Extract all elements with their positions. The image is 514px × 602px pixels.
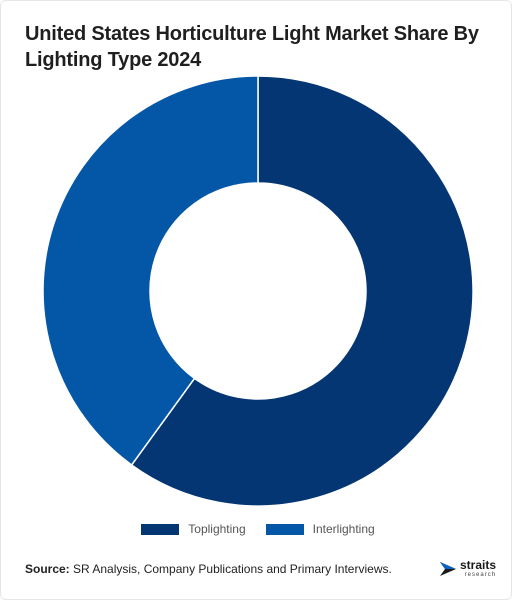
- source-label: Source:: [25, 562, 70, 576]
- legend-item-interlighting[interactable]: Interlighting: [265, 522, 375, 536]
- logo-name: straits: [460, 558, 497, 572]
- source-text: SR Analysis, Company Publications and Pr…: [69, 562, 392, 576]
- legend: Toplighting Interlighting: [1, 522, 514, 536]
- donut-slices: [42, 75, 474, 507]
- source-note: Source: SR Analysis, Company Publication…: [25, 562, 392, 576]
- legend-item-toplighting[interactable]: Toplighting: [141, 522, 246, 536]
- legend-label-interlighting: Interlighting: [312, 522, 375, 536]
- chart-title: United States Horticulture Light Market …: [25, 23, 479, 71]
- legend-label-toplighting: Toplighting: [188, 522, 246, 536]
- donut-slice-interlighting[interactable]: [42, 75, 259, 466]
- straits-logo[interactable]: straits research: [439, 559, 496, 578]
- logo-subtitle: research: [464, 572, 497, 578]
- legend-swatch-interlighting: [265, 523, 304, 535]
- straits-logo-icon: [440, 561, 456, 576]
- donut-slice-toplighting[interactable]: [130, 75, 474, 507]
- donut-chart: [42, 75, 474, 507]
- legend-swatch-toplighting: [141, 523, 180, 535]
